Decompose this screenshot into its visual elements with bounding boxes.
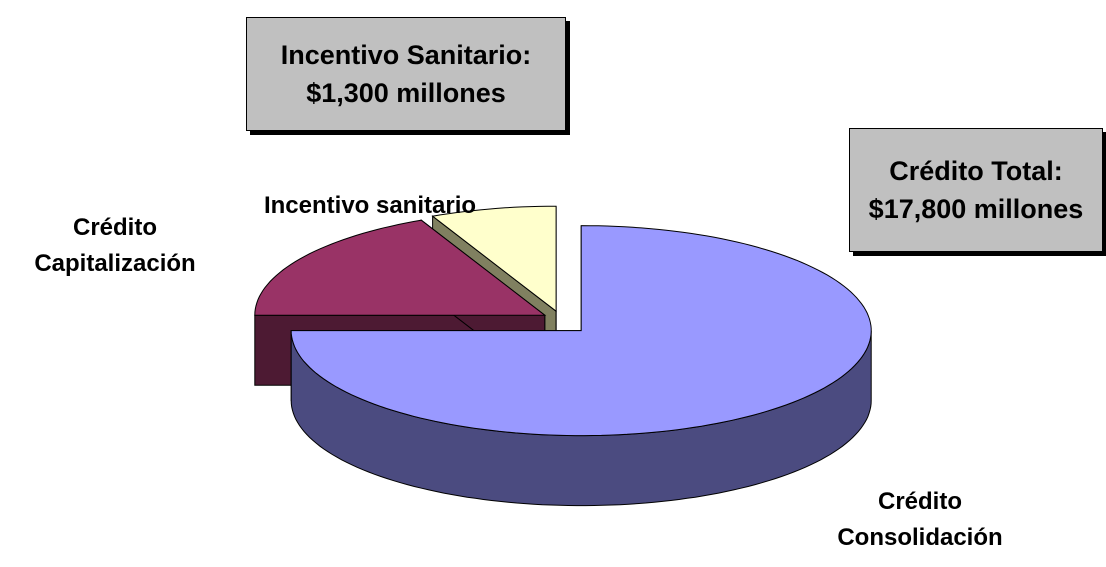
annotation-box: Crédito Total: $17,800 millones — [849, 128, 1103, 252]
annotation-line: Crédito Total: — [889, 156, 1063, 186]
slice-label: Incentivo sanitario — [263, 192, 477, 219]
pie-slice — [290, 225, 872, 437]
slice-label: Crédito Capitalización — [34, 214, 196, 277]
pie-slice — [431, 205, 557, 313]
annotation-line: Incentivo Sanitario: — [280, 40, 532, 70]
annotation-box: Incentivo Sanitario: $1,300 millones — [246, 17, 566, 131]
annotation-line: $1,300 millones — [306, 78, 506, 108]
annotation-line: $17,800 millones — [868, 194, 1084, 224]
slice-label: Crédito Consolidación — [837, 488, 1003, 551]
pie-slice — [254, 219, 547, 316]
